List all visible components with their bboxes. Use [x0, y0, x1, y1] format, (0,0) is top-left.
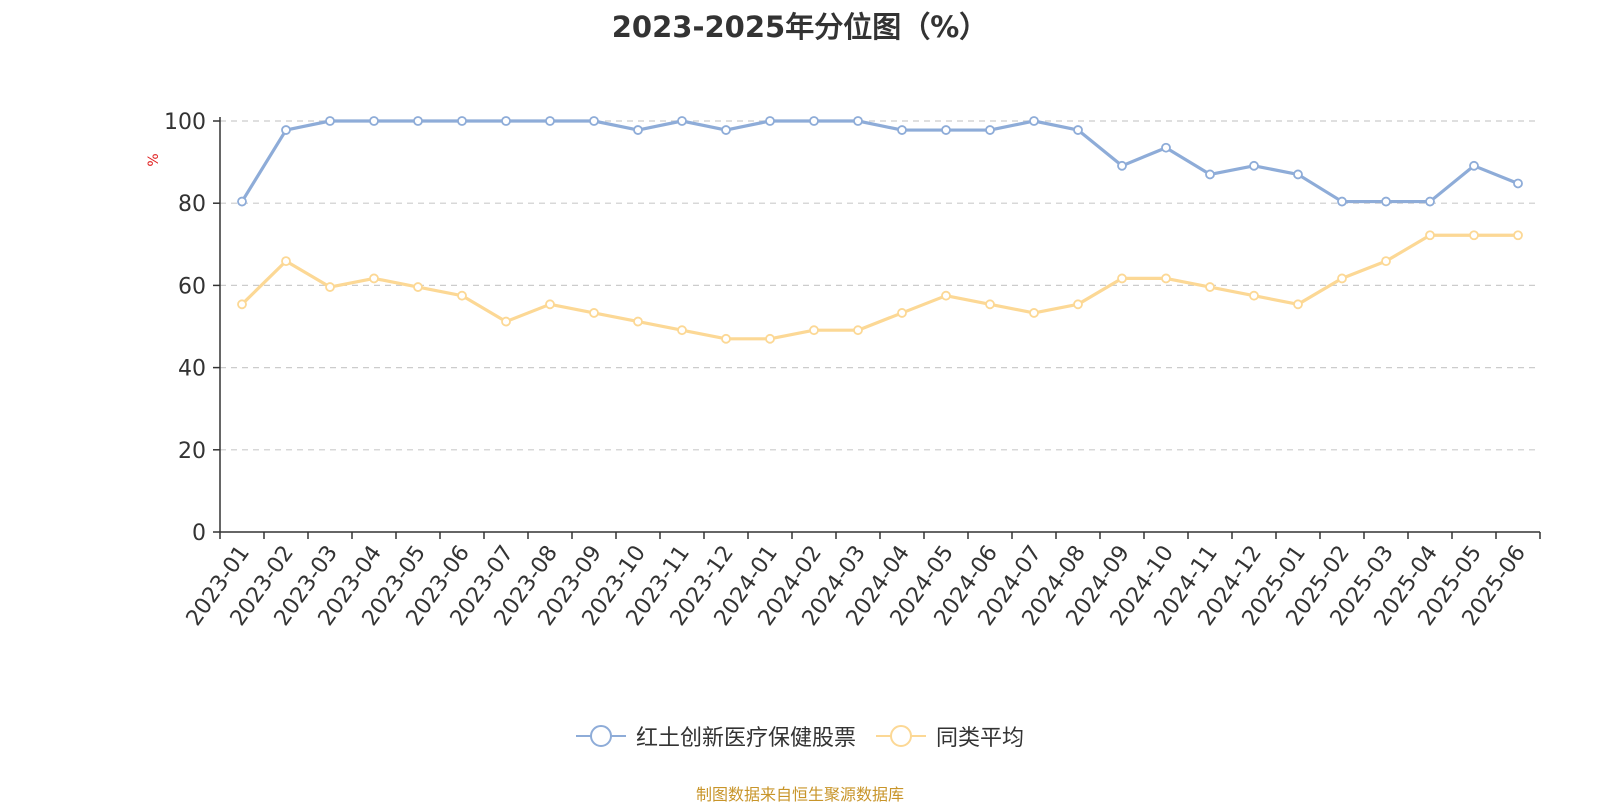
- data-point: [1161, 142, 1171, 153]
- data-point: [765, 333, 775, 344]
- data-point: [369, 273, 379, 284]
- data-point: [1293, 299, 1303, 310]
- data-point: [677, 325, 687, 336]
- data-point: [985, 299, 995, 310]
- chart-title: 2023-2025年分位图（%）: [611, 10, 989, 44]
- data-point: [1249, 290, 1259, 301]
- data-point: [721, 125, 731, 135]
- data-point: [1513, 230, 1523, 241]
- data-point: [985, 125, 995, 135]
- data-point: [897, 308, 907, 318]
- y-tick-label: 80: [178, 192, 206, 217]
- data-point: [853, 116, 863, 126]
- data-point: [1469, 160, 1479, 171]
- data-point: [809, 325, 819, 336]
- data-point: [1073, 299, 1083, 310]
- data-point: [941, 290, 951, 301]
- data-point: [1425, 196, 1435, 207]
- data-point: [589, 116, 599, 126]
- data-point: [281, 125, 291, 135]
- data-point: [501, 116, 511, 126]
- data-point: [1029, 116, 1039, 126]
- data-point: [1205, 169, 1215, 180]
- data-point: [1381, 256, 1391, 267]
- data-point: [1337, 273, 1347, 284]
- data-point: [1117, 273, 1127, 284]
- legend-swatch: [876, 725, 926, 747]
- legend-item[interactable]: 红土创新医疗保健股票: [575, 720, 856, 752]
- data-point: [237, 299, 247, 310]
- data-point: [1205, 282, 1215, 292]
- legend-swatch-marker: [890, 725, 912, 747]
- data-point: [677, 116, 687, 126]
- legend-label: 同类平均: [936, 726, 1025, 751]
- data-point: [853, 325, 863, 336]
- data-point: [237, 196, 247, 207]
- y-axis-label: %: [146, 153, 162, 166]
- data-point: [325, 116, 335, 126]
- data-point: [281, 256, 291, 267]
- y-tick-label: 60: [178, 274, 206, 299]
- data-point: [413, 116, 423, 126]
- data-point: [633, 316, 643, 327]
- y-tick-label: 20: [178, 439, 206, 464]
- y-tick-label: 0: [192, 521, 206, 546]
- data-point: [457, 116, 467, 126]
- data-point: [1161, 273, 1171, 284]
- series-line-1: [240, 233, 1520, 341]
- data-point: [1117, 160, 1127, 171]
- legend-swatch-marker: [589, 725, 612, 747]
- data-point: [501, 316, 511, 327]
- data-point: [369, 116, 379, 126]
- data-point: [545, 299, 555, 310]
- data-point: [1293, 169, 1303, 180]
- data-point: [545, 116, 555, 126]
- data-point: [633, 125, 643, 135]
- legend-swatch: [575, 725, 626, 747]
- legend: 红土创新医疗保健股票 同类平均: [0, 720, 1600, 754]
- data-point: [457, 290, 467, 301]
- source-note: 制图数据来自恒生聚源数据库: [695, 785, 904, 804]
- data-point: [765, 116, 775, 126]
- data-point: [1249, 160, 1259, 171]
- data-point: [1029, 308, 1039, 318]
- data-point: [897, 125, 907, 135]
- data-point: [721, 333, 731, 344]
- data-point: [413, 282, 423, 292]
- data-point: [941, 125, 951, 135]
- data-point: [325, 282, 335, 292]
- data-point: [1513, 178, 1523, 189]
- data-point: [1425, 230, 1435, 241]
- y-tick-label: 40: [178, 357, 206, 382]
- series-line-0: [240, 119, 1520, 204]
- data-point: [589, 308, 599, 318]
- data-point: [1073, 125, 1083, 135]
- data-point: [1469, 230, 1479, 241]
- data-point: [1381, 196, 1391, 207]
- y-tick-label: 100: [164, 110, 206, 135]
- legend-item[interactable]: 同类平均: [876, 720, 1024, 752]
- data-point: [1337, 196, 1347, 207]
- legend-label: 红土创新医疗保健股票: [635, 726, 856, 751]
- data-point: [809, 116, 819, 126]
